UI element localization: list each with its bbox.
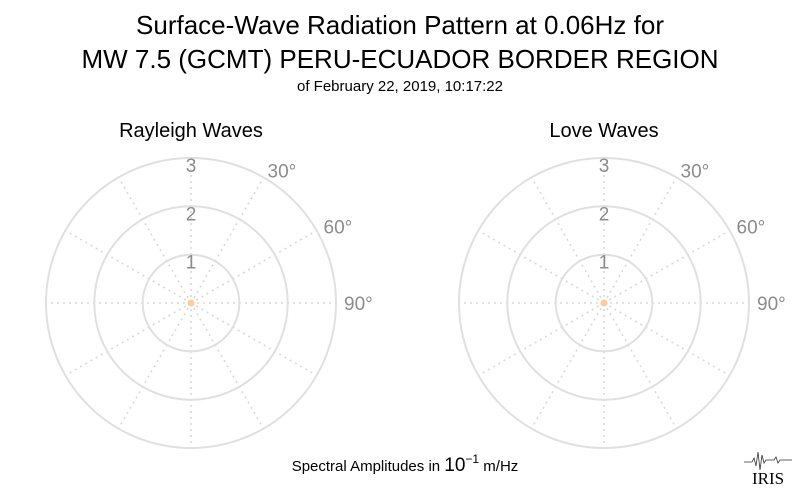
rayleigh-r-tick-3: 3 bbox=[186, 156, 197, 177]
rayleigh-spoke-30 bbox=[190, 177, 265, 304]
x-axis-label-exponent: −1 bbox=[465, 452, 479, 466]
rayleigh-spoke-120 bbox=[190, 302, 317, 377]
rayleigh-ring-3 bbox=[45, 157, 337, 449]
rayleigh-spoke-210 bbox=[117, 302, 192, 429]
chart-title-line1: Surface-Wave Radiation Pattern at 0.06Hz… bbox=[136, 10, 664, 40]
rayleigh-spoke-300 bbox=[65, 229, 192, 304]
love-panel: Love Waves 1 2 3 30° 60° 90° bbox=[458, 120, 786, 449]
rayleigh-theta-tick-30: 30° bbox=[268, 162, 297, 183]
chart-subtitle: of February 22, 2019, 10:17:22 bbox=[297, 78, 503, 95]
love-spoke-150 bbox=[603, 302, 678, 429]
love-data-point-0-0 bbox=[600, 299, 608, 307]
rayleigh-r-tick-1: 1 bbox=[186, 253, 197, 274]
x-axis-label-prefix: Spectral Amplitudes in bbox=[292, 458, 445, 475]
x-axis-label-base: 10 bbox=[444, 455, 465, 476]
love-spoke-120 bbox=[603, 302, 730, 377]
rayleigh-panel: Rayleigh Waves 1 2 3 30° 60° 90° bbox=[45, 120, 373, 449]
love-spoke-330 bbox=[530, 177, 605, 304]
love-theta-tick-30: 30° bbox=[681, 162, 710, 183]
rayleigh-ring-2 bbox=[93, 205, 289, 401]
love-ring-2 bbox=[506, 205, 702, 401]
love-spoke-240 bbox=[478, 302, 605, 377]
x-axis-label-suffix: m/Hz bbox=[479, 458, 518, 475]
rayleigh-spoke-60 bbox=[190, 229, 317, 304]
rayleigh-theta-tick-60: 60° bbox=[324, 218, 353, 239]
seismogram-icon bbox=[744, 451, 792, 471]
rayleigh-spoke-330 bbox=[117, 177, 192, 304]
rayleigh-panel-title: Rayleigh Waves bbox=[119, 120, 263, 142]
iris-logo: IRIS bbox=[744, 451, 792, 488]
love-r-tick-1: 1 bbox=[599, 253, 610, 274]
rayleigh-theta-tick-90: 90° bbox=[344, 294, 373, 315]
love-theta-tick-90: 90° bbox=[757, 294, 786, 315]
love-spoke-30 bbox=[603, 177, 678, 304]
love-r-tick-3: 3 bbox=[599, 156, 610, 177]
love-spoke-210 bbox=[530, 302, 605, 429]
chart-title-line2: MW 7.5 (GCMT) PERU-ECUADOR BORDER REGION bbox=[81, 44, 718, 74]
love-ring-1 bbox=[554, 253, 654, 353]
love-ring-3 bbox=[458, 157, 750, 449]
love-spoke-60 bbox=[603, 229, 730, 304]
love-r-tick-2: 2 bbox=[599, 204, 610, 225]
x-axis-label: Spectral Amplitudes in 10−1 m/Hz bbox=[292, 452, 519, 476]
rayleigh-data-point-0-0 bbox=[187, 299, 195, 307]
rayleigh-r-tick-2: 2 bbox=[186, 204, 197, 225]
rayleigh-spoke-150 bbox=[190, 302, 265, 429]
love-theta-tick-60: 60° bbox=[737, 218, 766, 239]
rayleigh-ring-1 bbox=[141, 253, 241, 353]
rayleigh-spoke-240 bbox=[65, 302, 192, 377]
love-panel-title: Love Waves bbox=[549, 120, 658, 142]
iris-logo-text: IRIS bbox=[752, 469, 784, 488]
love-spoke-300 bbox=[478, 229, 605, 304]
